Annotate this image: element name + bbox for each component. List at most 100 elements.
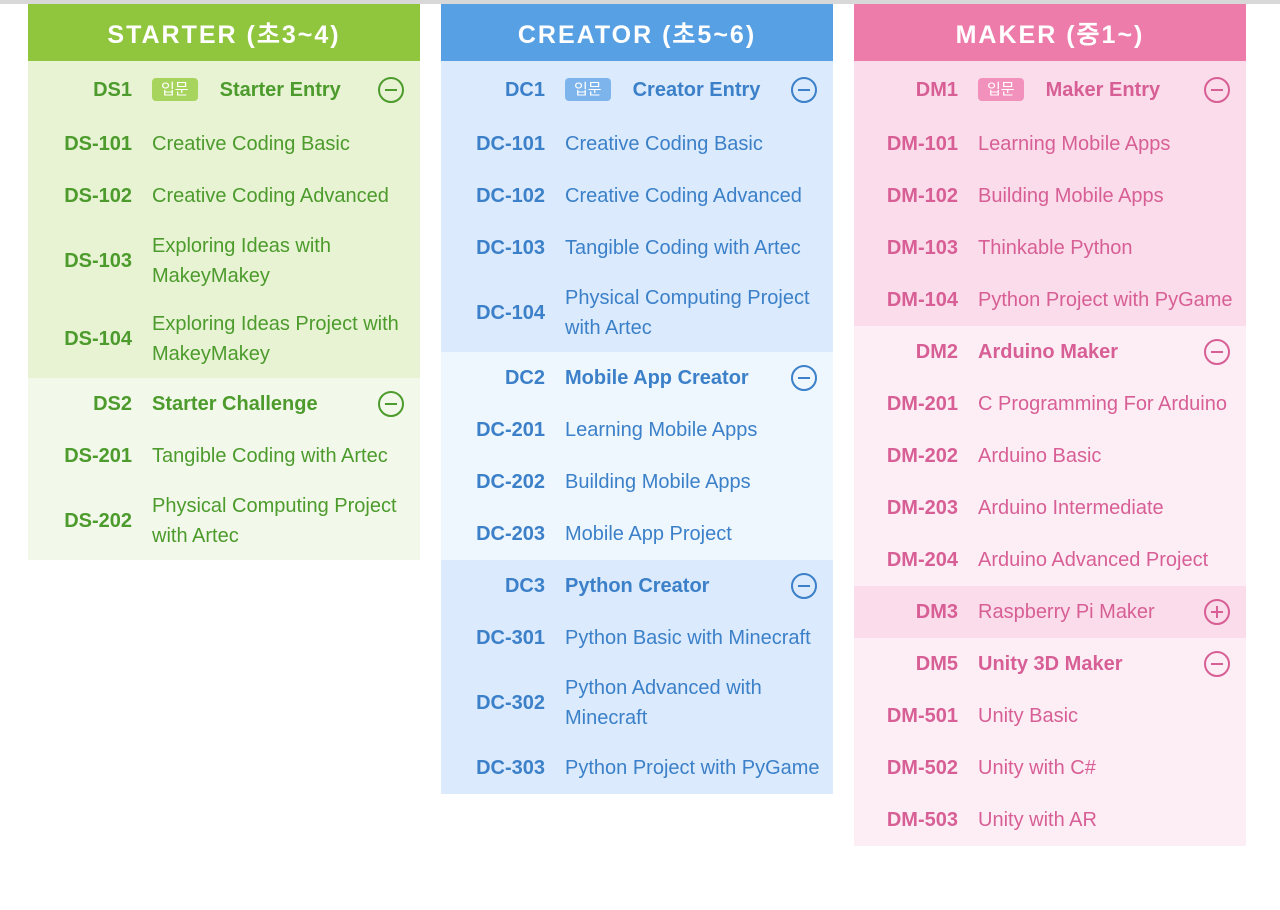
course-code: DM-202 (886, 445, 958, 467)
course-title: Tangible Coding with Artec (152, 445, 388, 467)
section-ds1: DS1 입문 Starter Entry DS-101 Creative Coding … (28, 61, 420, 378)
course-row: DS-104 Exploring Ideas Project with Makey… (28, 300, 420, 378)
expand-plus-circle-icon[interactable] (1204, 599, 1230, 625)
collapse-minus-circle-icon[interactable] (1204, 76, 1230, 103)
course-code: DC-203 (476, 523, 545, 545)
course-row: DM-203 Arduino Intermediate (854, 482, 1246, 534)
course-code: DM-502 (886, 757, 958, 779)
section-code: DM3 (915, 601, 958, 623)
course-code: DC-303 (476, 757, 545, 779)
course-title: Python Project with PyGame (978, 289, 1233, 311)
course-title: Exploring Ideas with MakeyMakey (152, 235, 331, 287)
course-row: DS-201 Tangible Coding with Artec (28, 430, 420, 482)
section-title-cell: Python Creator (565, 571, 791, 601)
course-title: Unity Basic (978, 705, 1079, 727)
course-title: Creative Coding Basic (565, 133, 763, 155)
course-title: Building Mobile Apps (565, 471, 751, 493)
section-dm2: DM2 Arduino Maker DM-201 C Programming For … (854, 326, 1246, 586)
course-code: DM-503 (886, 809, 958, 831)
section-dm5: DM5 Unity 3D Maker DM-501 Unity Basic DM-502… (854, 638, 1246, 846)
course-title: Exploring Ideas Project with MakeyMakey (152, 313, 399, 365)
course-code: DC-103 (476, 237, 545, 259)
collapse-minus-circle-icon[interactable] (791, 365, 817, 391)
section-dc1: DC1 입문 Creator Entry DC-101 Creative Coding … (441, 61, 833, 352)
section-title: Maker Entry (1045, 78, 1161, 101)
section-header-row: DC2 Mobile App Creator (441, 352, 833, 404)
section-title-cell: Unity 3D Maker (978, 649, 1204, 679)
course-title: Tangible Coding with Artec (565, 237, 801, 259)
course-title: Arduino Basic (978, 445, 1102, 467)
course-row: DC-203 Mobile App Project (441, 508, 833, 560)
course-code: DC-202 (476, 471, 545, 493)
course-row: DM-103 Thinkable Python (854, 222, 1246, 274)
course-code: DC-301 (476, 627, 545, 649)
course-title: Arduino Intermediate (978, 497, 1164, 519)
course-code: DS-201 (64, 445, 132, 467)
course-code: DM-201 (886, 393, 958, 415)
section-header-row: DM1 입문 Maker Entry (854, 61, 1246, 118)
section-code: DC1 (504, 78, 545, 101)
section-title: Starter Entry (219, 78, 341, 101)
course-title: Python Advanced with Minecraft (565, 677, 762, 729)
course-row: DS-102 Creative Coding Advanced (28, 170, 420, 222)
section-title-cell: Arduino Maker (978, 337, 1204, 367)
section-header-row: DM3 Raspberry Pi Maker (854, 586, 1246, 638)
course-title: Physical Computing Project with Artec (152, 495, 397, 547)
course-row: DS-103 Exploring Ideas with MakeyMakey (28, 222, 420, 300)
course-row: DC-201 Learning Mobile Apps (441, 404, 833, 456)
course-title: Creative Coding Advanced (565, 185, 802, 207)
course-title: Physical Computing Project with Artec (565, 287, 810, 339)
course-code: DS-202 (64, 510, 132, 532)
course-title: Building Mobile Apps (978, 185, 1164, 207)
course-title: Python Basic with Minecraft (565, 627, 811, 649)
section-title: Starter Challenge (152, 393, 318, 415)
collapse-minus-circle-icon[interactable] (1204, 651, 1230, 677)
course-row: DM-102 Building Mobile Apps (854, 170, 1246, 222)
collapse-minus-circle-icon[interactable] (791, 573, 817, 599)
course-code: DM-103 (886, 237, 958, 259)
section-title-cell: 입문 Starter Entry (152, 75, 378, 105)
curriculum-columns: STARTER (초3~4) DS1 입문 Starter Entry DS-101 C… (28, 4, 1246, 846)
course-row: DS-202 Physical Computing Project with Ar… (28, 482, 420, 560)
course-title: Thinkable Python (978, 237, 1133, 259)
course-row: DC-303 Python Project with PyGame (441, 742, 833, 794)
course-code: DS-103 (64, 250, 132, 272)
section-header-row: DC3 Python Creator (441, 560, 833, 612)
column-creator-header: CREATOR (초5~6) (441, 4, 833, 61)
course-row: DM-204 Arduino Advanced Project (854, 534, 1246, 586)
course-row: DC-103 Tangible Coding with Artec (441, 222, 833, 274)
course-code: DS-102 (64, 185, 132, 207)
section-title: Arduino Maker (978, 341, 1119, 363)
section-title-cell: Raspberry Pi Maker (978, 597, 1204, 627)
course-row: DM-502 Unity with C# (854, 742, 1246, 794)
collapse-minus-circle-icon[interactable] (378, 76, 404, 103)
section-ds2: DS2 Starter Challenge DS-201 Tangible Codin… (28, 378, 420, 560)
column-maker-header: MAKER (중1~) (854, 4, 1246, 61)
course-row: DM-501 Unity Basic (854, 690, 1246, 742)
intro-level-badge: 입문 (152, 78, 198, 101)
section-header-row: DM5 Unity 3D Maker (854, 638, 1246, 690)
course-code: DM-204 (886, 549, 958, 571)
course-code: DM-102 (886, 185, 958, 207)
section-dc3: DC3 Python Creator DC-301 Python Basic with… (441, 560, 833, 794)
collapse-minus-circle-icon[interactable] (378, 391, 404, 417)
course-title: Unity with C# (978, 757, 1096, 779)
course-row: DM-101 Learning Mobile Apps (854, 118, 1246, 170)
section-title: Unity 3D Maker (978, 653, 1123, 675)
course-row: DC-302 Python Advanced with Minecraft (441, 664, 833, 742)
course-code: DM-203 (886, 497, 958, 519)
course-row: DS-101 Creative Coding Basic (28, 118, 420, 170)
course-row: DC-102 Creative Coding Advanced (441, 170, 833, 222)
column-maker: MAKER (중1~) DM1 입문 Maker Entry DM-101 Learni… (854, 4, 1246, 846)
section-title-cell: 입문 Creator Entry (565, 75, 791, 105)
collapse-minus-circle-icon[interactable] (791, 76, 817, 103)
section-header-row: DS1 입문 Starter Entry (28, 61, 420, 118)
course-title: Learning Mobile Apps (565, 419, 758, 441)
course-code: DC-201 (476, 419, 545, 441)
section-header-row: DS2 Starter Challenge (28, 378, 420, 430)
collapse-minus-circle-icon[interactable] (1204, 339, 1230, 365)
course-row: DM-202 Arduino Basic (854, 430, 1246, 482)
course-code: DC-104 (476, 302, 545, 324)
course-row: DC-202 Building Mobile Apps (441, 456, 833, 508)
section-code: DM5 (915, 653, 958, 675)
